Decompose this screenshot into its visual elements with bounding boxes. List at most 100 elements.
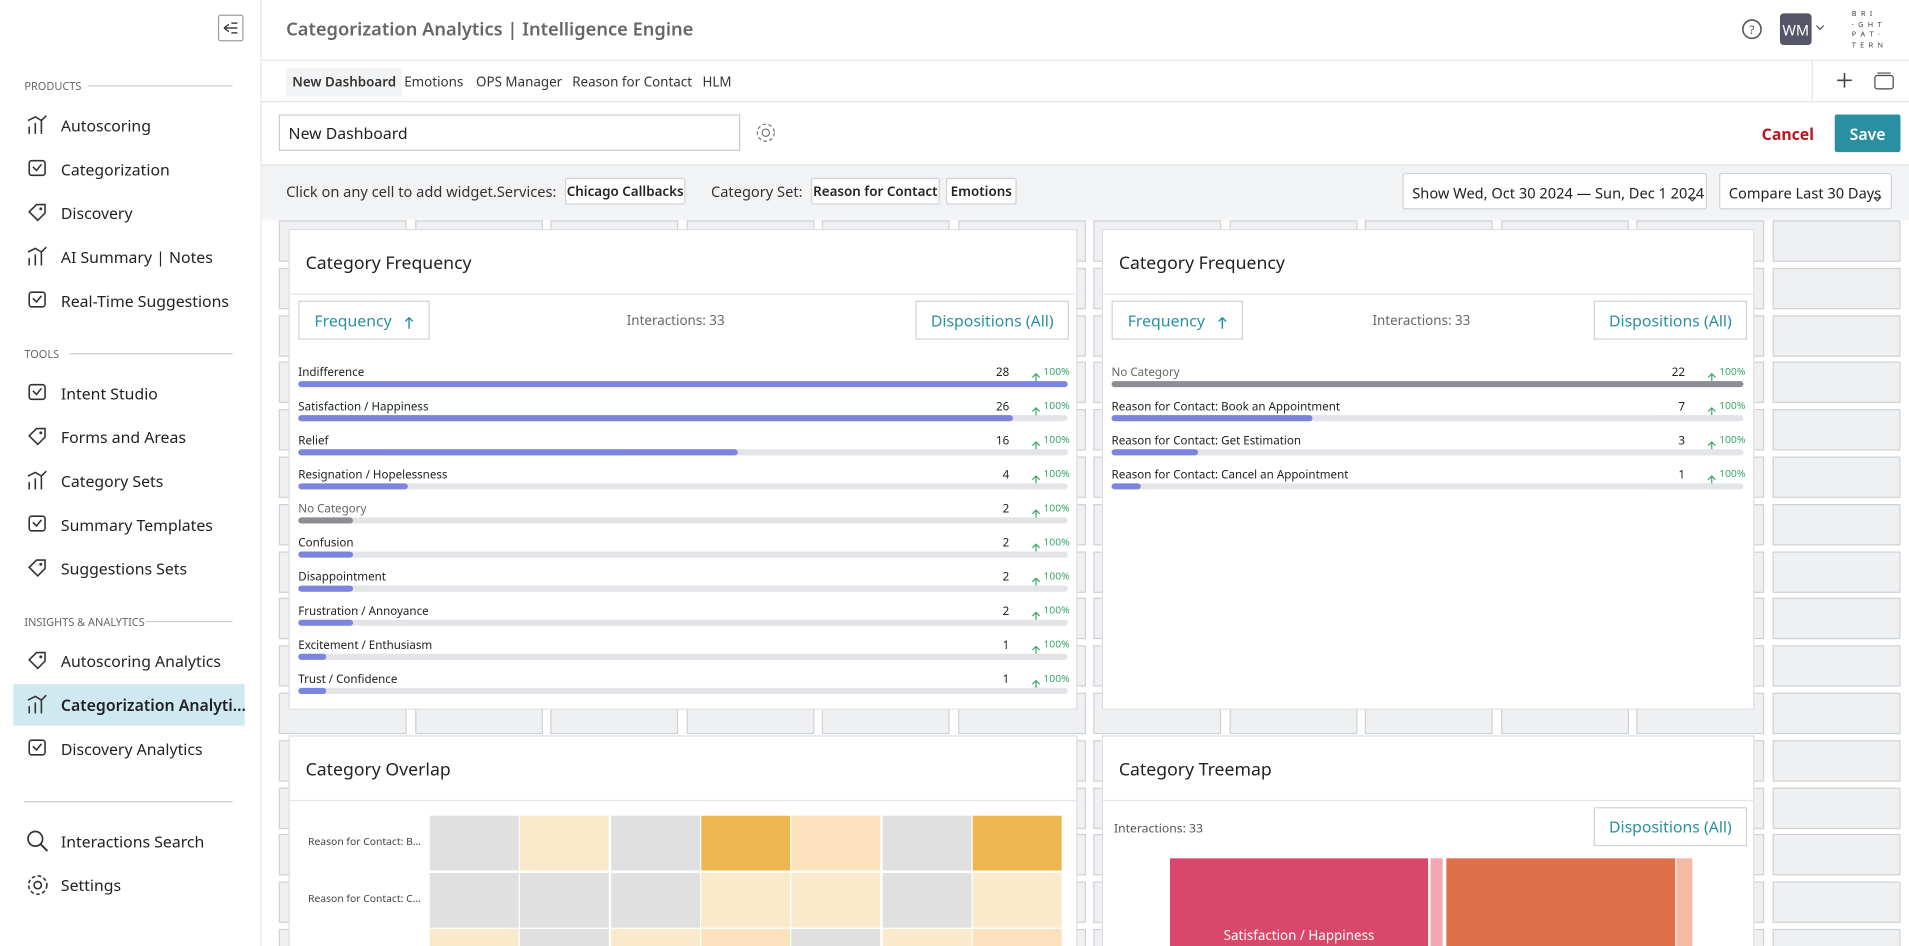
row-change: 100% <box>1043 433 1069 446</box>
row-label: Reason for Contact: Get Estimation <box>1112 432 1301 448</box>
nav-label: Intent Studio <box>61 382 158 404</box>
bar-track <box>298 620 1067 626</box>
heatmap-cell <box>792 816 881 871</box>
nav-icon-svg <box>26 829 50 853</box>
nav-icon <box>26 157 50 187</box>
nav-icon-svg <box>26 157 50 181</box>
chip[interactable]: Chicago Callbacks <box>565 178 686 205</box>
nav-item[interactable]: Suggestions Sets <box>13 548 244 589</box>
bar <box>298 620 353 626</box>
heatmap-cell <box>882 929 971 946</box>
compare-dropdown-text: Compare Last 30 Days <box>1729 183 1881 204</box>
nav-item[interactable]: Autoscoring Analytics <box>13 640 244 681</box>
bar <box>298 688 325 694</box>
compare-dropdown[interactable]: Compare Last 30 Days <box>1719 173 1892 210</box>
change-arrow <box>1707 468 1717 495</box>
grid-cell <box>1772 504 1900 545</box>
bar <box>298 654 325 660</box>
help-icon[interactable]: ? <box>1741 18 1763 40</box>
collapse-button[interactable] <box>218 15 244 42</box>
avatar[interactable]: WM <box>1780 13 1812 45</box>
row-count: 22 <box>1672 364 1685 380</box>
nav-icon <box>26 381 50 411</box>
heatmap-cell <box>520 873 609 928</box>
dispositions-button[interactable]: Dispositions (All) <box>1594 807 1747 846</box>
grid-cell <box>1772 315 1900 356</box>
widget-title: Category Frequency <box>1119 251 1285 275</box>
date-range-dropdown[interactable]: Show Wed, Oct 30 2024 — Sun, Dec 1 2024 <box>1403 173 1707 210</box>
tab[interactable]: OPS Manager <box>476 68 562 96</box>
bar <box>298 586 353 592</box>
svg-text:?: ? <box>1749 21 1754 38</box>
nav-icon-svg <box>26 513 50 537</box>
row-change: 100% <box>1043 638 1069 651</box>
nav-item[interactable]: Categorization Analyti... <box>13 684 244 725</box>
tab[interactable]: Emotions <box>404 68 463 96</box>
nav-icon-svg <box>26 201 50 225</box>
nav-item[interactable]: Discovery <box>13 192 244 233</box>
cancel-button[interactable]: Cancel <box>1762 123 1814 145</box>
heatmap-cell <box>973 816 1062 871</box>
chip[interactable]: Emotions <box>946 178 1017 205</box>
nav-icon <box>26 245 50 275</box>
row-label: No Category <box>298 500 366 516</box>
nav-item[interactable]: Autoscoring <box>13 105 244 146</box>
treemap-tile: Satisfaction / Happiness <box>1170 858 1428 946</box>
nav-item[interactable]: Summary Templates <box>13 504 244 545</box>
heatmap-cell <box>611 816 700 871</box>
bar-track <box>298 483 1067 489</box>
nav-label: Discovery Analytics <box>61 738 203 760</box>
nav-item[interactable]: Intent Studio <box>13 373 244 414</box>
avatar-chevron <box>1815 24 1825 31</box>
change-arrow <box>1707 399 1717 426</box>
row-count: 3 <box>1678 432 1685 448</box>
row-count: 2 <box>1003 569 1010 585</box>
row-count: 1 <box>1678 466 1685 482</box>
nav-icon <box>26 556 50 586</box>
widget-card: Category TreemapInteractions: 33Disposit… <box>1102 735 1755 946</box>
nav-icon <box>26 873 50 903</box>
nav-item[interactable]: Categorization <box>13 149 244 190</box>
tab-bar: New DashboardEmotions OPS Manager Reason f… <box>262 61 1909 102</box>
nav-item[interactable]: Category Sets <box>13 460 244 501</box>
services-label: Services: <box>497 181 557 202</box>
logo-line: B R I <box>1852 9 1901 19</box>
heatmap-cell <box>882 816 971 871</box>
nav-icon <box>26 469 50 499</box>
nav-icon-svg <box>26 289 50 313</box>
row-count: 2 <box>1003 534 1010 550</box>
dispositions-button[interactable]: Dispositions (All) <box>916 301 1069 340</box>
widget-card: Category FrequencyFrequencyInteractions:… <box>1102 229 1755 710</box>
row-change: 100% <box>1043 502 1069 515</box>
grid-cell <box>1772 645 1900 686</box>
nav-item[interactable]: Interactions Search <box>13 821 244 862</box>
bar-track <box>1112 449 1744 455</box>
tab[interactable]: New Dashboard <box>286 68 402 96</box>
change-arrow <box>1031 433 1041 460</box>
nav-icon <box>26 289 50 319</box>
nav-icon-svg <box>26 245 50 269</box>
row-count: 1 <box>1003 671 1010 687</box>
grid-cell <box>1772 882 1900 923</box>
settings-gear[interactable] <box>755 122 777 144</box>
nav-item[interactable]: Forms and Areas <box>13 416 244 457</box>
nav-label: Autoscoring <box>61 114 151 136</box>
nav-item[interactable]: AI Summary | Notes <box>13 236 244 277</box>
nav-item[interactable]: Discovery Analytics <box>13 728 244 769</box>
library-icon[interactable] <box>1874 71 1895 90</box>
nav-item[interactable]: Settings <box>13 864 244 905</box>
tab[interactable]: Reason for Contact <box>572 68 692 96</box>
nav-item[interactable]: Real-Time Suggestions <box>13 280 244 321</box>
divider <box>1812 61 1813 101</box>
dashboard-name-input[interactable]: New Dashboard <box>279 114 740 151</box>
nav-label: Settings <box>61 874 121 896</box>
dispositions-button[interactable]: Dispositions (All) <box>1594 301 1747 340</box>
nav-label: Real-Time Suggestions <box>61 290 229 312</box>
bar-track <box>298 552 1067 558</box>
save-button[interactable]: Save <box>1835 114 1901 152</box>
add-tab-icon[interactable] <box>1836 72 1853 89</box>
row-change: 100% <box>1719 433 1745 446</box>
tab[interactable]: HLM <box>702 68 731 96</box>
chip[interactable]: Reason for Contact <box>811 178 940 205</box>
